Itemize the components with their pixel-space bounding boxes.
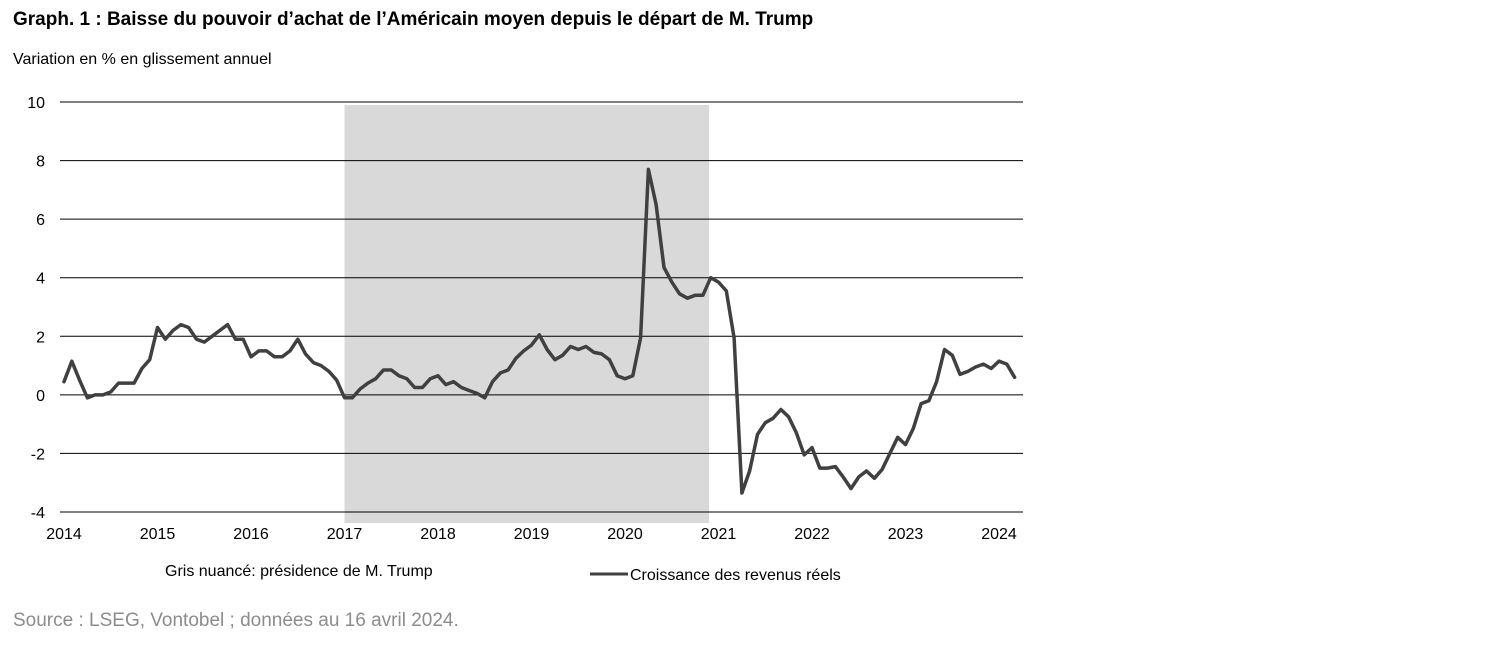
y-tick-label: 2 [36, 329, 45, 346]
chart-title: Graph. 1 : Baisse du pouvoir d’achat de … [13, 9, 814, 30]
grid-layer [60, 101, 1023, 513]
y-tick-label: -4 [31, 505, 45, 522]
x-tick-label: 2021 [701, 526, 737, 543]
y-tick-label: 4 [36, 271, 45, 288]
x-tick-label: 2015 [140, 526, 176, 543]
y-tick-label: 6 [36, 212, 45, 229]
y-tick-label: -2 [31, 446, 45, 463]
source-note: Source : LSEG, Vontobel ; données au 16 … [13, 610, 459, 631]
x-tick-label: 2014 [46, 526, 82, 543]
shaded-region [344, 105, 710, 523]
x-tick-label: 2019 [514, 526, 550, 543]
x-tick-label: 2018 [420, 526, 456, 543]
x-tick-label: 2016 [233, 526, 269, 543]
x-tick-label: 2022 [794, 526, 830, 543]
series-line [62, 167, 1017, 495]
y-tick-label: 0 [36, 388, 45, 405]
shaded-region-legend: Gris nuancé: présidence de M. Trump [165, 563, 433, 580]
x-tick-label: 2024 [981, 526, 1017, 543]
x-tick-labels: 2014 2015 2016 2017 2018 2019 2020 2021 2022 2023… [46, 526, 1017, 543]
shade-layer [344, 105, 710, 523]
x-tick-label: 2020 [607, 526, 643, 543]
y-tick-label: 10 [27, 95, 45, 112]
y-axis-unit-label: Variation en % en glissement annuel [13, 51, 272, 68]
y-tick-labels: 10 8 6 4 2 0 -2 -4 [27, 95, 45, 522]
series-layer [62, 167, 1017, 495]
x-tick-label: 2017 [327, 526, 363, 543]
x-tick-label: 2023 [888, 526, 924, 543]
y-tick-label: 8 [36, 154, 45, 171]
series-legend-label: Croissance des revenus réels [630, 567, 841, 584]
legend: Gris nuancé: présidence de M. Trump Croi… [165, 563, 841, 584]
